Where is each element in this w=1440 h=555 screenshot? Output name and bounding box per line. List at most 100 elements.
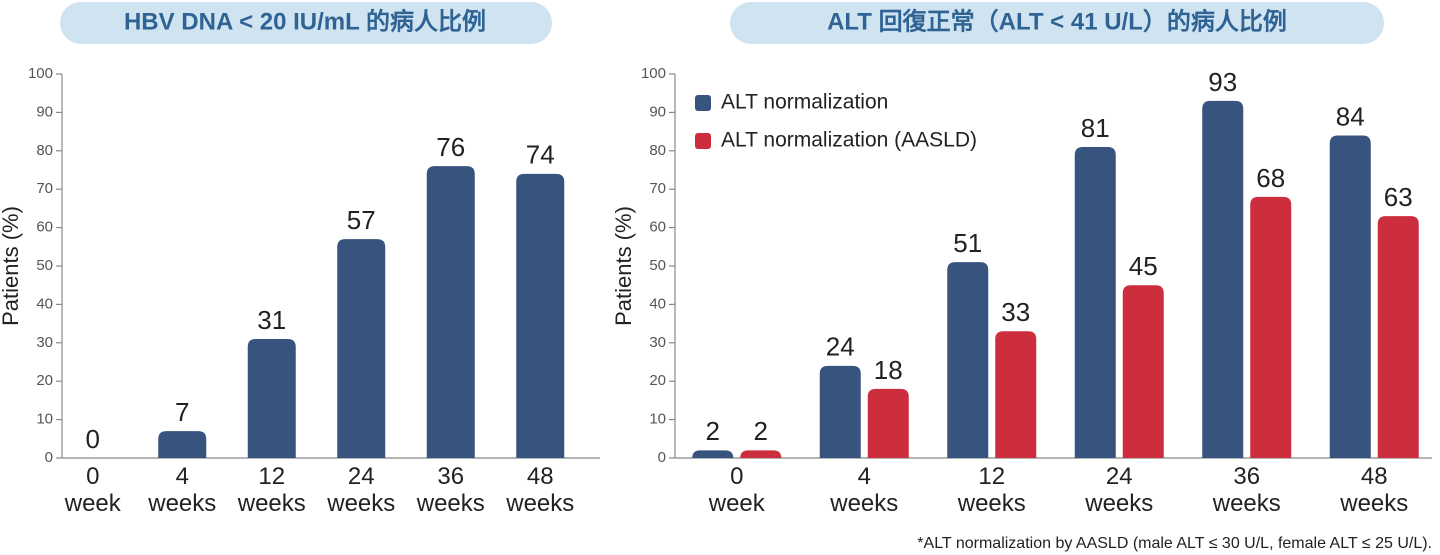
bar bbox=[247, 338, 296, 458]
legend-swatch bbox=[695, 133, 711, 149]
x-tick-label: 12 weeks bbox=[237, 463, 306, 517]
legend-label: ALT normalization bbox=[721, 91, 888, 114]
y-tick-label: 100 bbox=[641, 65, 666, 82]
x-tick-line: 4 bbox=[176, 463, 189, 490]
x-tick-line: 48 bbox=[1361, 463, 1388, 490]
x-tick-line: 0 bbox=[86, 463, 99, 490]
y-tick-label: 70 bbox=[36, 180, 53, 197]
value-label: 45 bbox=[1129, 251, 1158, 281]
bar bbox=[1074, 146, 1116, 458]
bar bbox=[1202, 100, 1244, 458]
x-tick-label: 48 weeks bbox=[505, 463, 574, 517]
y-axis-label: Patients (%) bbox=[611, 206, 636, 326]
y-tick-label: 40 bbox=[36, 295, 53, 312]
chart-title: HBV DNA < 20 IU/mL 的病人比例 bbox=[124, 7, 486, 35]
x-tick-line: weeks bbox=[957, 490, 1026, 517]
x-tick-label: 24 weeks bbox=[1084, 463, 1153, 517]
bar bbox=[158, 431, 207, 458]
x-tick-label: 36 weeks bbox=[416, 463, 485, 517]
value-label: 18 bbox=[874, 355, 903, 385]
x-tick-line: weeks bbox=[416, 490, 485, 517]
legend-swatch bbox=[695, 95, 711, 111]
x-tick-line: 24 bbox=[348, 463, 375, 490]
bar bbox=[1250, 196, 1292, 458]
value-label: 2 bbox=[754, 416, 768, 446]
x-tick-line: 24 bbox=[1106, 463, 1133, 490]
x-tick-label: 0 week bbox=[64, 463, 122, 517]
x-tick-line: 4 bbox=[858, 463, 871, 490]
title-pill bbox=[730, 2, 1384, 44]
y-tick-label: 20 bbox=[36, 372, 53, 389]
bar bbox=[740, 450, 782, 458]
x-tick-line: weeks bbox=[326, 490, 395, 517]
y-tick-label: 90 bbox=[36, 103, 53, 120]
x-tick-label: 12 weeks bbox=[957, 463, 1026, 517]
bar bbox=[1329, 135, 1371, 458]
x-tick-label: 48 weeks bbox=[1339, 463, 1408, 517]
y-tick-label: 30 bbox=[649, 334, 666, 351]
y-axis-label: Patients (%) bbox=[0, 206, 23, 326]
bar bbox=[516, 173, 565, 458]
x-tick-line: weeks bbox=[237, 490, 306, 517]
y-tick-label: 0 bbox=[45, 449, 53, 466]
value-label: 24 bbox=[826, 332, 855, 362]
y-tick-label: 90 bbox=[649, 103, 666, 120]
bar bbox=[692, 450, 734, 458]
x-tick-line: 12 bbox=[258, 463, 285, 490]
legend-label: ALT normalization (AASLD) bbox=[721, 129, 977, 152]
bar bbox=[337, 239, 386, 458]
x-tick-line: week bbox=[708, 490, 766, 517]
value-label: 51 bbox=[953, 228, 982, 258]
x-tick-label: 4 weeks bbox=[829, 463, 898, 517]
bar bbox=[995, 331, 1037, 458]
value-label: 2 bbox=[706, 416, 720, 446]
y-tick-label: 0 bbox=[658, 449, 666, 466]
y-tick-label: 10 bbox=[36, 411, 53, 428]
x-tick-label: 36 weeks bbox=[1212, 463, 1281, 517]
bar bbox=[867, 388, 909, 458]
y-tick-label: 80 bbox=[649, 142, 666, 159]
value-label: 7 bbox=[175, 397, 189, 427]
x-tick-line: 0 bbox=[730, 463, 743, 490]
y-tick-label: 40 bbox=[649, 295, 666, 312]
x-tick-line: 12 bbox=[978, 463, 1005, 490]
x-tick-line: weeks bbox=[1084, 490, 1153, 517]
y-tick-label: 50 bbox=[649, 257, 666, 274]
value-label: 93 bbox=[1208, 67, 1237, 97]
value-label: 68 bbox=[1256, 163, 1285, 193]
value-label: 31 bbox=[257, 305, 286, 335]
y-tick-label: 20 bbox=[649, 372, 666, 389]
x-tick-label: 4 weeks bbox=[147, 463, 216, 517]
x-tick-label: 0 week bbox=[708, 463, 766, 517]
value-label: 81 bbox=[1081, 113, 1110, 143]
value-label: 33 bbox=[1001, 297, 1030, 327]
value-label: 76 bbox=[436, 132, 465, 162]
y-tick-label: 10 bbox=[649, 411, 666, 428]
x-tick-line: weeks bbox=[1339, 490, 1408, 517]
bar bbox=[1377, 216, 1419, 458]
x-tick-line: weeks bbox=[829, 490, 898, 517]
bar bbox=[947, 262, 989, 458]
x-tick-line: weeks bbox=[505, 490, 574, 517]
y-tick-label: 70 bbox=[649, 180, 666, 197]
y-tick-label: 60 bbox=[649, 219, 666, 236]
value-label: 74 bbox=[526, 140, 555, 170]
footnote: *ALT normalization by AASLD (male ALT ≤ … bbox=[917, 535, 1432, 552]
bar bbox=[426, 166, 475, 458]
bar bbox=[1122, 285, 1164, 458]
value-label: 0 bbox=[86, 424, 100, 454]
title-pill bbox=[60, 2, 552, 44]
chart-title: ALT 回復正常（ALT < 41 U/L）的病人比例 bbox=[827, 7, 1287, 35]
x-tick-line: 36 bbox=[437, 463, 464, 490]
x-tick-line: 36 bbox=[1233, 463, 1260, 490]
value-label: 84 bbox=[1336, 101, 1365, 131]
value-label: 63 bbox=[1384, 182, 1413, 212]
value-label: 57 bbox=[347, 205, 376, 235]
y-tick-label: 60 bbox=[36, 219, 53, 236]
y-tick-label: 30 bbox=[36, 334, 53, 351]
x-tick-line: 48 bbox=[527, 463, 554, 490]
x-tick-label: 24 weeks bbox=[326, 463, 395, 517]
y-tick-label: 50 bbox=[36, 257, 53, 274]
bar bbox=[819, 365, 861, 458]
